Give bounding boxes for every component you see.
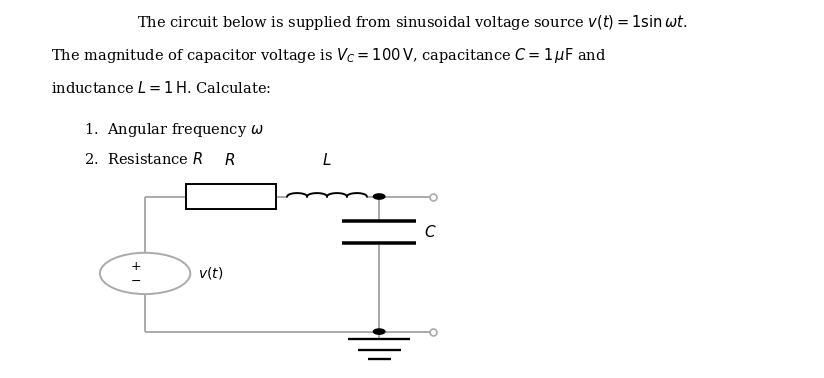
Text: $v(t)$: $v(t)$ xyxy=(199,265,224,282)
Text: inductance $L = 1\,\mathrm{H}$. Calculate:: inductance $L = 1\,\mathrm{H}$. Calculat… xyxy=(50,80,271,96)
Text: $+$: $+$ xyxy=(129,260,141,273)
Text: 2.  Resistance $R$: 2. Resistance $R$ xyxy=(83,152,203,167)
Text: $R$: $R$ xyxy=(224,152,236,168)
Text: The circuit below is supplied from sinusoidal voltage source $v(t) = 1\sin\omega: The circuit below is supplied from sinus… xyxy=(137,12,687,32)
Text: $L$: $L$ xyxy=(322,152,331,168)
Circle shape xyxy=(373,194,385,199)
Circle shape xyxy=(373,329,385,334)
Text: $C$: $C$ xyxy=(424,224,437,240)
Text: The magnitude of capacitor voltage is $V_C = 100\,\mathrm{V}$, capacitance $C = : The magnitude of capacitor voltage is $V… xyxy=(50,46,606,65)
Bar xyxy=(186,184,277,209)
Text: $-$: $-$ xyxy=(129,274,141,287)
Text: 1.  Angular frequency $\omega$: 1. Angular frequency $\omega$ xyxy=(83,121,263,139)
